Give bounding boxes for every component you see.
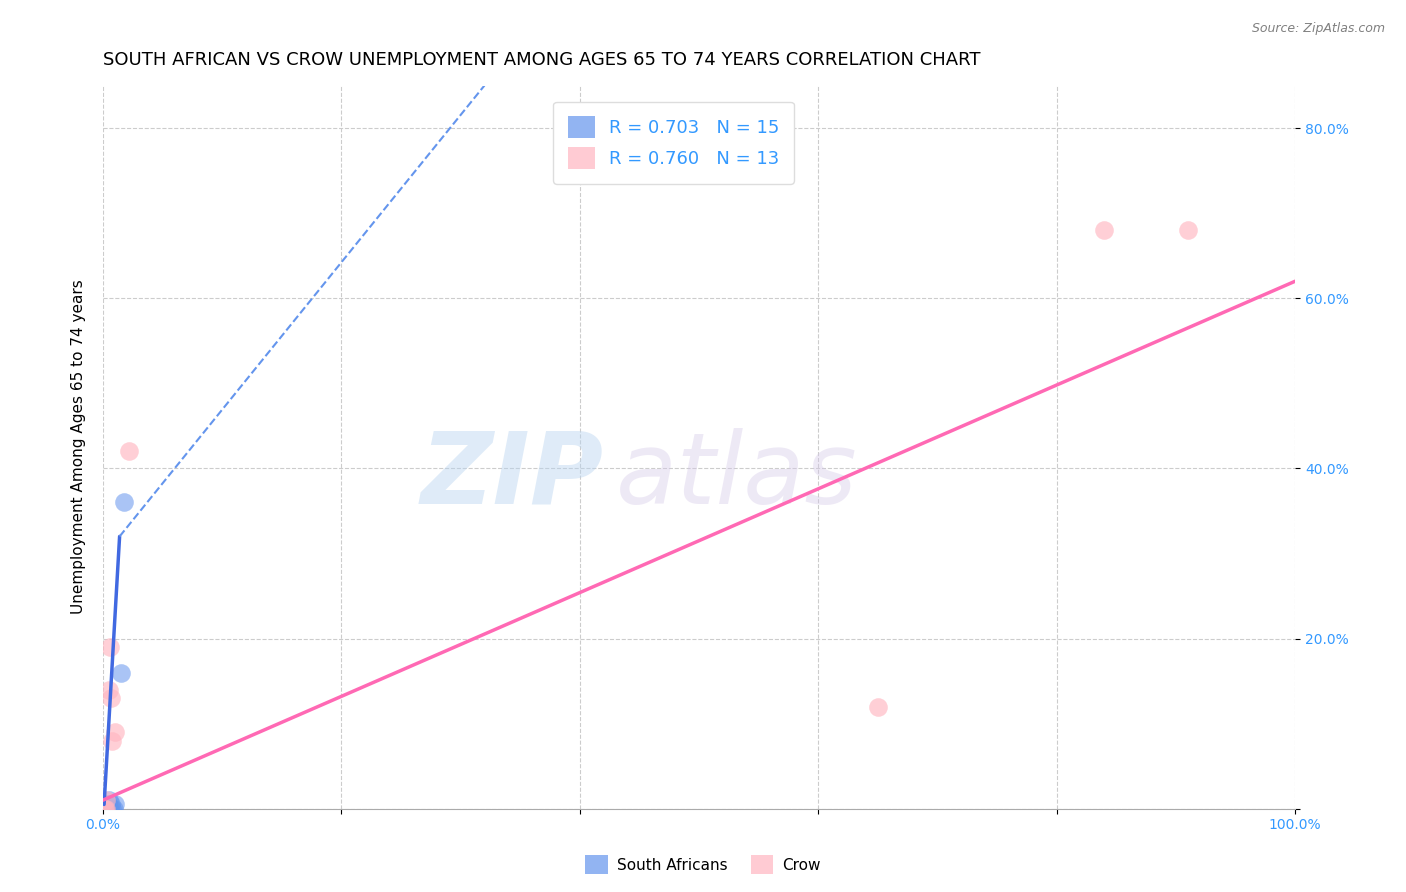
Point (104, 725, 127, 739)
Point (866, 699, 889, 714)
Point (104, 797, 127, 812)
Point (103, 802, 125, 816)
Text: ZIP: ZIP (420, 427, 603, 524)
Point (1177, 223, 1199, 237)
Point (96, 802, 118, 816)
Point (97, 802, 120, 816)
Text: SOUTH AFRICAN VS CROW UNEMPLOYMENT AMONG AGES 65 TO 74 YEARS CORRELATION CHART: SOUTH AFRICAN VS CROW UNEMPLOYMENT AMONG… (103, 51, 980, 69)
Point (110, 665, 132, 680)
Point (93, 802, 115, 816)
Point (98, 640, 121, 654)
Point (101, 733, 124, 747)
Text: atlas: atlas (616, 427, 858, 524)
Point (1094, 223, 1116, 237)
Point (94, 802, 117, 816)
Y-axis label: Unemployment Among Ages 65 to 74 years: Unemployment Among Ages 65 to 74 years (72, 280, 86, 615)
Point (98, 802, 121, 816)
Point (100, 691, 122, 706)
Point (101, 802, 124, 816)
Legend: R = 0.703   N = 15, R = 0.760   N = 13: R = 0.703 N = 15, R = 0.760 N = 13 (553, 102, 794, 184)
Point (118, 444, 141, 458)
Point (97, 797, 120, 812)
Point (93, 802, 115, 816)
Point (96, 797, 118, 812)
Point (96, 793, 118, 807)
Text: Source: ZipAtlas.com: Source: ZipAtlas.com (1251, 22, 1385, 36)
Point (97, 793, 120, 807)
Point (112, 495, 135, 509)
Legend: South Africans, Crow: South Africans, Crow (579, 849, 827, 880)
Point (100, 797, 122, 812)
Point (94, 802, 117, 816)
Point (97, 682, 120, 697)
Point (97, 802, 120, 816)
Point (96, 802, 118, 816)
